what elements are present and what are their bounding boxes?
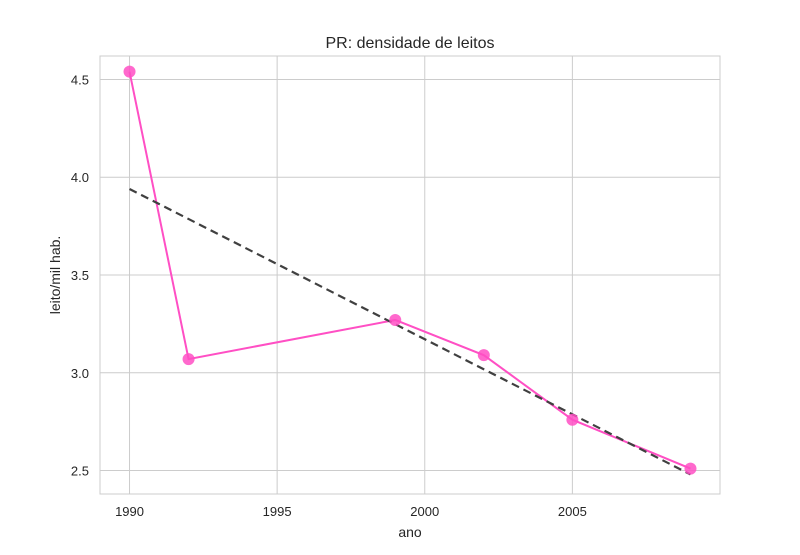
data-point (123, 65, 136, 78)
data-point (684, 462, 697, 475)
y-tick-label: 4.5 (71, 72, 89, 87)
data-point (389, 313, 402, 326)
x-axis-label: ano (398, 524, 422, 540)
x-tick-label: 1995 (263, 504, 292, 519)
data-point (477, 349, 490, 362)
data-point (566, 413, 579, 426)
y-tick-label: 4.0 (71, 170, 89, 185)
series-line (128, 71, 691, 470)
x-tick-label: 1990 (115, 504, 144, 519)
y-tick-label: 3.5 (71, 268, 89, 283)
trend-line (129, 187, 691, 476)
data-point (182, 353, 195, 366)
grid-lines (100, 56, 720, 494)
chart-title: PR: densidade de leitos (326, 35, 495, 52)
x-tick-label: 2000 (410, 504, 439, 519)
series-group (123, 65, 697, 476)
y-tick-label: 2.5 (71, 464, 89, 479)
y-axis-label: leito/mil hab. (47, 236, 63, 315)
y-tick-label: 3.0 (71, 366, 89, 381)
tick-labels: 1990 1995 2000 2005 2.5 3.0 3.5 4.0 4.5 (71, 72, 587, 519)
x-tick-label: 2005 (558, 504, 587, 519)
